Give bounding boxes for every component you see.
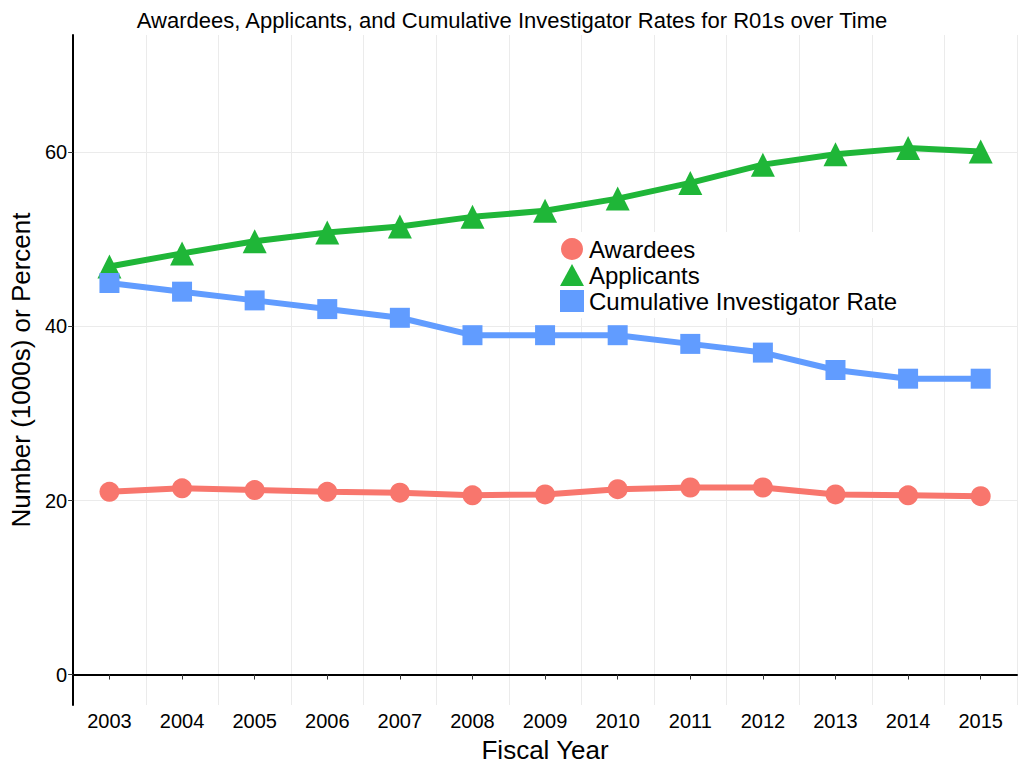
svg-text:40: 40 <box>45 315 67 337</box>
svg-text:2005: 2005 <box>232 710 277 732</box>
svg-text:2013: 2013 <box>813 710 858 732</box>
svg-text:2008: 2008 <box>450 710 495 732</box>
svg-text:2003: 2003 <box>87 710 132 732</box>
svg-text:2010: 2010 <box>595 710 640 732</box>
svg-text:20: 20 <box>45 490 67 512</box>
svg-text:2006: 2006 <box>305 710 350 732</box>
svg-text:Awardees: Awardees <box>589 236 695 263</box>
svg-text:2014: 2014 <box>886 710 931 732</box>
svg-text:Fiscal Year: Fiscal Year <box>481 735 609 765</box>
svg-text:2009: 2009 <box>523 710 568 732</box>
svg-text:Cumulative Investigator Rate: Cumulative Investigator Rate <box>589 288 897 315</box>
svg-text:2007: 2007 <box>378 710 423 732</box>
svg-text:60: 60 <box>45 141 67 163</box>
svg-text:2012: 2012 <box>741 710 786 732</box>
svg-text:2015: 2015 <box>958 710 1003 732</box>
svg-text:Number (1000s) or Percent: Number (1000s) or Percent <box>6 212 36 528</box>
svg-text:Applicants: Applicants <box>589 262 700 289</box>
svg-text:Awardees, Applicants, and Cumu: Awardees, Applicants, and Cumulative Inv… <box>137 8 887 33</box>
svg-text:0: 0 <box>56 664 67 686</box>
svg-text:2004: 2004 <box>160 710 205 732</box>
svg-text:2011: 2011 <box>669 710 712 732</box>
